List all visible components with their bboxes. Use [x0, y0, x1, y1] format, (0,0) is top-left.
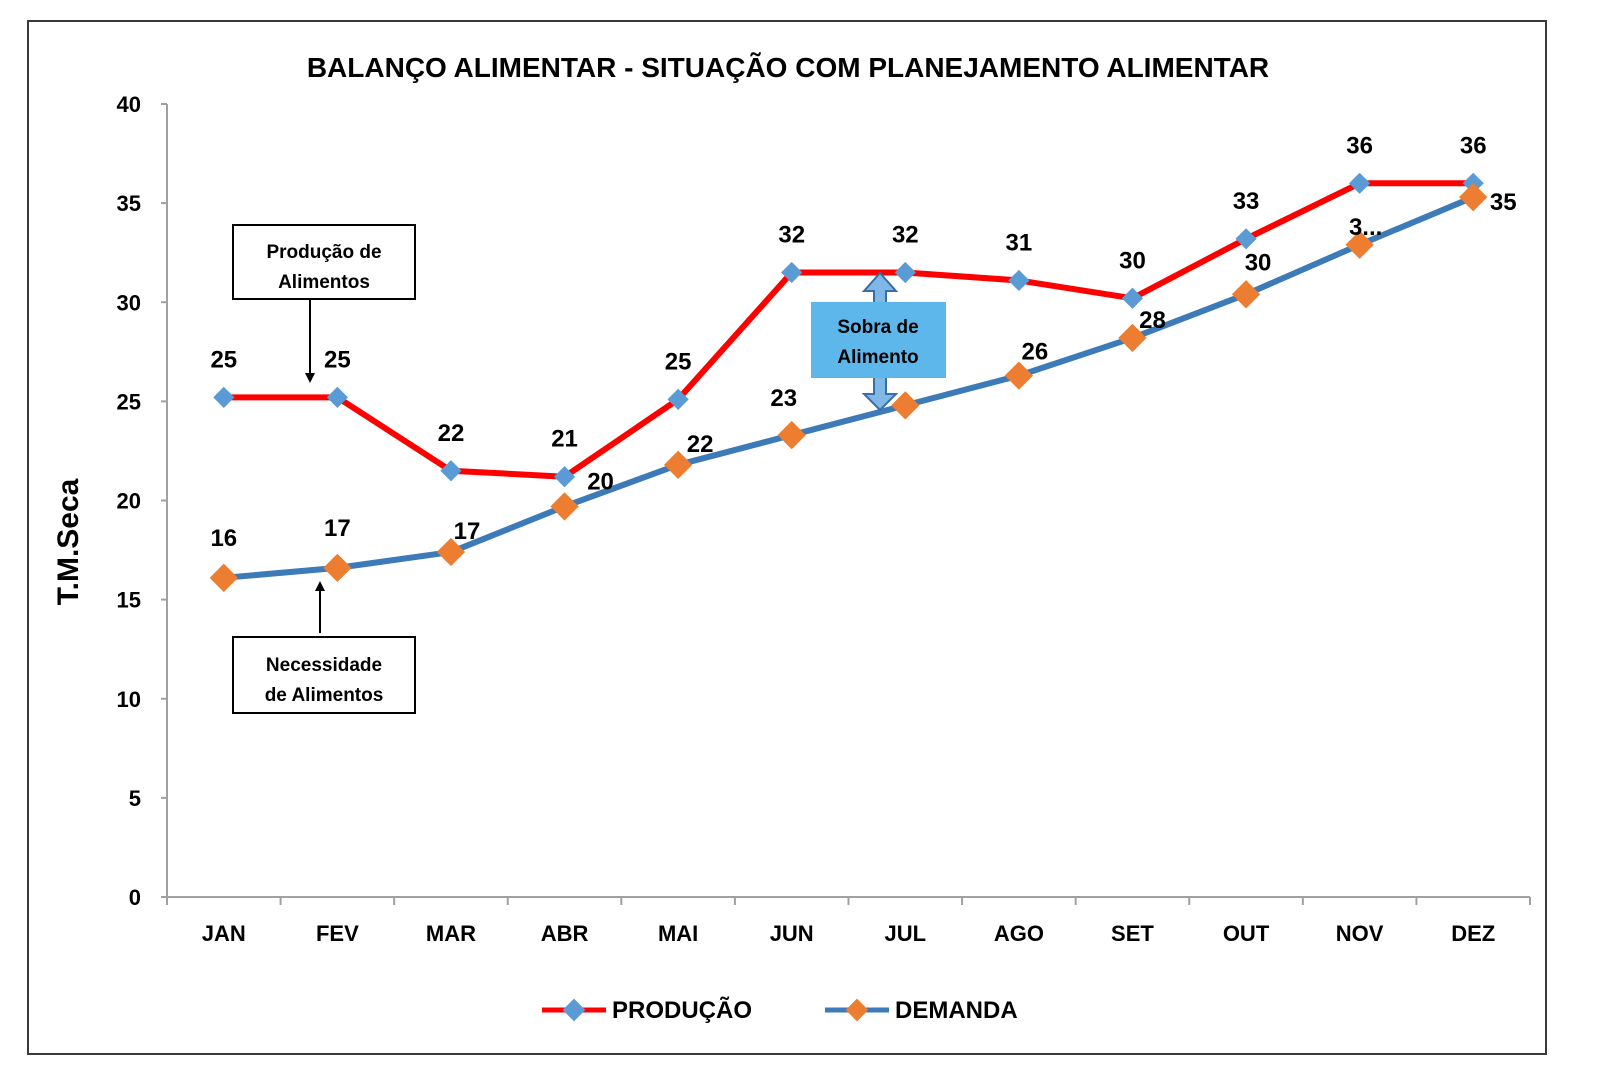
legend-producao-label: PRODUÇÃO [612, 996, 752, 1024]
sobra-box [811, 302, 946, 378]
sobra-box-line1: Sobra de [837, 317, 918, 338]
x-tick-label: DEZ [1451, 921, 1495, 946]
y-ticks: 0 5 10 15 20 25 30 35 40 [117, 92, 167, 910]
data-point-demanda [1345, 230, 1374, 259]
x-tick-label: FEV [316, 921, 359, 946]
data-label-producao: 22 [438, 420, 465, 447]
x-tick-label: AGO [994, 921, 1044, 946]
data-label-producao: 31 [1006, 229, 1033, 256]
producao-box-line2: Alimentos [278, 272, 370, 293]
data-point-producao [781, 261, 803, 284]
y-tick-label: 5 [129, 786, 141, 811]
data-label-producao: 36 [1346, 132, 1373, 159]
data-point-demanda [777, 420, 806, 450]
legend-item-producao: PRODUÇÃO [542, 996, 752, 1024]
data-point-producao [1349, 172, 1371, 194]
y-tick-label: 25 [117, 389, 141, 414]
y-tick-label: 20 [117, 489, 141, 514]
y-tick-label: 15 [117, 588, 141, 613]
chart-frame [27, 20, 1547, 1055]
data-label-demanda: 3... [1349, 214, 1382, 241]
data-label-demanda: 28 [1139, 307, 1166, 334]
producao-box [232, 224, 416, 300]
data-label-demanda: 35 [1490, 189, 1517, 216]
data-point-demanda [1459, 183, 1488, 212]
data-point-demanda [1118, 323, 1147, 353]
data-point-producao [894, 261, 916, 284]
x-tick-label: JAN [202, 921, 246, 946]
data-point-producao [1235, 228, 1257, 250]
y-tick-label: 10 [117, 687, 141, 712]
data-label-producao: 32 [778, 222, 805, 249]
axes [166, 104, 1530, 898]
data-label-producao: 32 [892, 222, 919, 249]
x-tick-label: NOV [1336, 921, 1384, 946]
legend: PRODUÇÃO DEMANDA [542, 996, 1018, 1024]
data-label-demanda: 26 [1022, 339, 1049, 366]
y-tick-label: 40 [117, 92, 141, 117]
data-label-producao: 33 [1233, 188, 1260, 215]
sobra-box-line2: Alimento [837, 347, 918, 368]
x-tick-label: JUN [770, 921, 814, 946]
data-label-demanda: 30 [1245, 249, 1272, 276]
data-label-demanda: 20 [587, 468, 614, 495]
data-label-producao: 25 [665, 348, 692, 375]
data-point-producao [553, 466, 576, 488]
series-demanda [209, 183, 1488, 592]
data-label-demanda: 23 [770, 385, 797, 412]
data-label-demanda: 22 [687, 431, 714, 458]
data-labels: 25 25 22 21 25 32 32 31 30 33 36 36 16 17 17 20 22 23 26 28… [210, 132, 1516, 552]
data-point-producao [1008, 269, 1030, 292]
y-tick-label: 30 [117, 290, 141, 315]
data-point-producao [213, 386, 235, 409]
sobra-annotation: Sobra de Alimento [811, 271, 946, 412]
necessidade-annotation: Necessidade de Alimentos [232, 581, 416, 714]
legend-item-demanda: DEMANDA [825, 997, 1018, 1024]
data-point-demanda [550, 492, 579, 521]
data-label-producao: 25 [324, 346, 351, 373]
legend-demanda-marker [845, 998, 869, 1022]
data-point-demanda [323, 553, 352, 583]
y-axis-label: T.M.Seca [52, 478, 85, 605]
data-point-producao [667, 388, 689, 410]
legend-producao-marker [562, 998, 586, 1022]
y-tick-label: 0 [129, 885, 141, 910]
data-label-producao: 30 [1119, 247, 1146, 274]
x-tick-label: ABR [541, 921, 589, 946]
data-point-demanda [436, 537, 466, 567]
producao-annotation: Produção de Alimentos [232, 224, 416, 383]
data-label-demanda: 17 [324, 515, 351, 542]
data-point-demanda [663, 450, 693, 479]
x-tick-label: MAI [658, 921, 698, 946]
data-point-producao [1121, 287, 1144, 309]
x-tick-label: MAR [426, 921, 476, 946]
data-label-demanda: 16 [210, 525, 237, 552]
series-line-demanda [220, 194, 1477, 581]
x-ticks: JAN FEV MAR ABR MAI JUN JUL AGO SET OUT NOV DEZ [166, 897, 1531, 946]
data-point-demanda [891, 391, 920, 420]
data-label-producao: 25 [210, 346, 237, 373]
y-tick-label: 35 [117, 191, 141, 216]
series-line-producao [220, 180, 1477, 480]
data-label-producao: 21 [551, 426, 578, 453]
necessidade-box-line2: de Alimentos [265, 685, 384, 706]
chart-title: BALANÇO ALIMENTAR - SITUAÇÃO COM PLANEJA… [307, 52, 1269, 83]
data-point-demanda [209, 563, 238, 592]
x-tick-label: OUT [1223, 921, 1270, 946]
necessidade-box [232, 636, 416, 714]
x-tick-label: JUL [885, 921, 927, 946]
legend-demanda-label: DEMANDA [895, 997, 1018, 1024]
producao-box-line1: Produção de [266, 242, 381, 263]
data-point-demanda [1004, 361, 1034, 390]
series-layer [209, 172, 1488, 592]
data-label-producao: 36 [1460, 132, 1487, 159]
x-tick-label: SET [1111, 921, 1154, 946]
necessidade-box-line1: Necessidade [266, 655, 382, 676]
data-point-demanda [1231, 280, 1261, 309]
data-label-demanda: 17 [454, 518, 481, 545]
